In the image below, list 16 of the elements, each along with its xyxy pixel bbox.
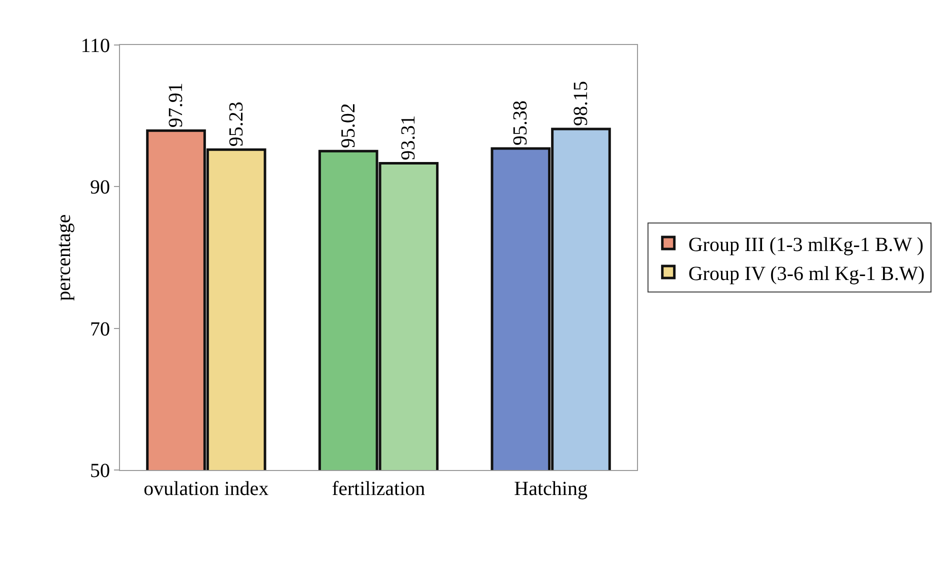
data-label: 93.31 [398,115,420,160]
y-tick-label: 110 [80,35,110,57]
legend-label: Group III (1-3 mlKg-1 B.W ) [688,234,924,256]
data-label: 98.15 [570,80,592,126]
data-label: 97.91 [165,82,188,128]
x-tick-label: ovulation index [144,478,269,500]
data-label: 95.38 [510,100,532,146]
data-label: 95.02 [337,103,360,148]
legend-label: Group IV (3-6 ml Kg-1 B.W) [688,262,925,285]
y-tick-label: 70 [90,318,110,340]
y-tick-label: 50 [90,460,110,482]
data-label: 95.23 [225,102,248,147]
y-tick-label: 90 [90,176,110,199]
x-tick-label: Hatching [514,478,588,500]
y-axis-title: percentage [53,214,75,301]
x-tick-label: fertilization [332,478,426,500]
